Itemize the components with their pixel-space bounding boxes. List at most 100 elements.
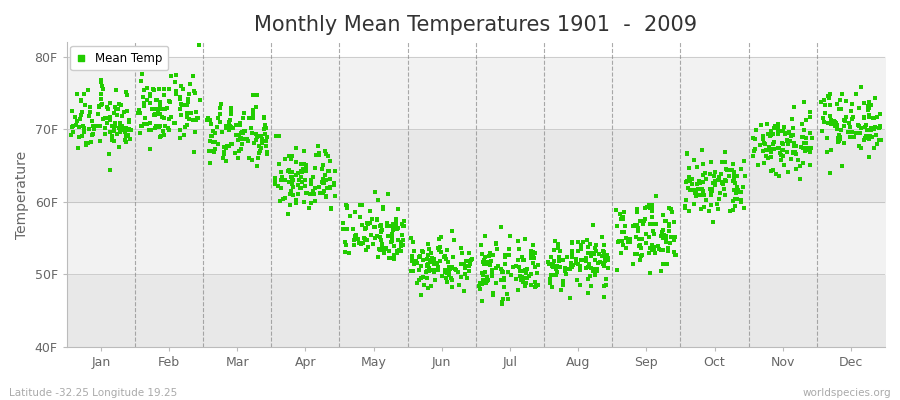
Mean Temp: [148, 106, 162, 113]
Mean Temp: [485, 267, 500, 273]
Mean Temp: [657, 232, 671, 238]
Mean Temp: [864, 125, 878, 131]
Mean Temp: [600, 256, 615, 263]
Mean Temp: [100, 104, 114, 110]
Mean Temp: [74, 97, 88, 104]
Mean Temp: [618, 235, 633, 242]
Mean Temp: [629, 234, 643, 240]
Mean Temp: [656, 212, 670, 219]
Mean Temp: [336, 226, 350, 232]
Mean Temp: [140, 97, 155, 104]
Y-axis label: Temperature: Temperature: [15, 150, 29, 239]
Mean Temp: [482, 262, 497, 269]
Mean Temp: [232, 131, 247, 138]
Mean Temp: [514, 274, 528, 280]
Mean Temp: [579, 258, 593, 264]
Mean Temp: [389, 220, 403, 227]
Mean Temp: [573, 282, 588, 288]
Mean Temp: [200, 117, 214, 123]
Mean Temp: [158, 123, 172, 130]
Mean Temp: [757, 160, 771, 166]
Mean Temp: [320, 150, 334, 157]
Mean Temp: [762, 146, 777, 152]
Mean Temp: [653, 268, 668, 274]
Mean Temp: [153, 111, 167, 117]
Mean Temp: [275, 196, 290, 202]
Mean Temp: [479, 261, 493, 267]
Mean Temp: [727, 173, 742, 179]
Mean Temp: [106, 126, 121, 133]
Mean Temp: [102, 150, 116, 157]
Mean Temp: [457, 288, 472, 294]
Mean Temp: [818, 110, 832, 116]
Mean Temp: [850, 121, 865, 128]
Mean Temp: [387, 252, 401, 258]
Mean Temp: [480, 280, 494, 287]
Mean Temp: [595, 234, 609, 240]
Mean Temp: [734, 166, 749, 172]
Mean Temp: [420, 275, 435, 281]
Mean Temp: [573, 263, 588, 269]
Mean Temp: [222, 123, 237, 129]
Mean Temp: [734, 188, 748, 195]
Mean Temp: [543, 276, 557, 282]
Mean Temp: [719, 167, 733, 174]
Mean Temp: [319, 194, 333, 200]
Mean Temp: [108, 120, 122, 126]
Mean Temp: [728, 203, 742, 209]
Mean Temp: [623, 236, 637, 242]
Mean Temp: [661, 248, 675, 254]
Mean Temp: [173, 127, 187, 134]
Mean Temp: [497, 284, 511, 290]
Mean Temp: [662, 204, 676, 211]
Mean Temp: [858, 124, 872, 130]
Mean Temp: [137, 100, 151, 107]
Mean Temp: [122, 119, 136, 126]
Mean Temp: [775, 128, 789, 135]
Mean Temp: [302, 205, 317, 211]
Mean Temp: [318, 180, 332, 186]
Mean Temp: [380, 223, 394, 230]
Mean Temp: [776, 153, 790, 159]
Mean Temp: [862, 112, 877, 118]
Mean Temp: [775, 140, 789, 146]
Mean Temp: [839, 98, 853, 105]
Mean Temp: [600, 265, 615, 271]
Mean Temp: [693, 205, 707, 212]
Mean Temp: [311, 142, 326, 149]
Mean Temp: [324, 205, 338, 211]
Mean Temp: [725, 161, 740, 167]
Mean Temp: [530, 281, 544, 288]
Mean Temp: [728, 196, 742, 202]
Mean Temp: [284, 155, 299, 162]
Mean Temp: [643, 205, 657, 211]
Mean Temp: [160, 64, 175, 71]
Mean Temp: [281, 210, 295, 217]
Mean Temp: [566, 262, 580, 268]
Mean Temp: [662, 221, 677, 227]
Mean Temp: [85, 118, 99, 124]
Mean Temp: [609, 267, 624, 274]
Mean Temp: [222, 117, 237, 123]
Mean Temp: [447, 236, 462, 243]
Mean Temp: [778, 130, 792, 137]
Mean Temp: [633, 242, 647, 249]
Mean Temp: [727, 186, 742, 193]
Mean Temp: [121, 126, 135, 133]
Mean Temp: [176, 86, 190, 92]
Mean Temp: [734, 196, 748, 203]
Mean Temp: [508, 276, 523, 282]
Mean Temp: [638, 216, 652, 222]
Mean Temp: [688, 186, 702, 193]
Mean Temp: [644, 206, 659, 212]
Mean Temp: [373, 223, 387, 229]
Mean Temp: [842, 124, 857, 130]
Mean Temp: [424, 249, 438, 256]
Mean Temp: [414, 248, 428, 254]
Mean Temp: [836, 140, 850, 146]
Mean Temp: [411, 277, 426, 283]
Mean Temp: [217, 148, 231, 155]
Mean Temp: [722, 167, 736, 173]
Mean Temp: [268, 178, 283, 184]
Mean Temp: [747, 136, 761, 142]
